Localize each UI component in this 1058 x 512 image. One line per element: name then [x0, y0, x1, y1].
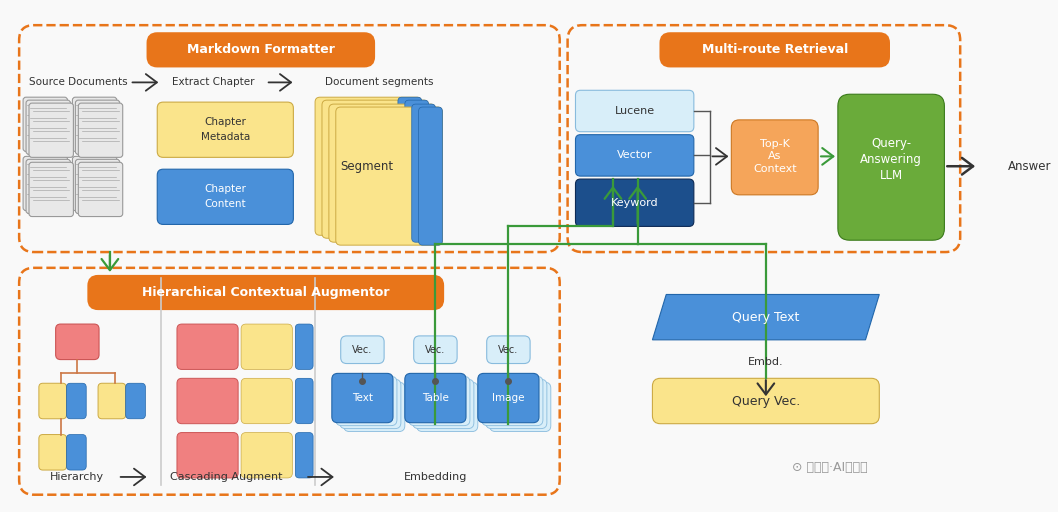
Text: Chapter: Chapter [204, 117, 247, 127]
FancyBboxPatch shape [75, 159, 120, 214]
Text: Hierarchy: Hierarchy [51, 472, 105, 482]
Text: Content: Content [204, 199, 247, 209]
Text: Answer: Answer [1007, 160, 1051, 173]
FancyBboxPatch shape [731, 120, 818, 195]
Text: Vec.: Vec. [352, 345, 372, 355]
FancyBboxPatch shape [72, 97, 116, 152]
FancyBboxPatch shape [335, 107, 442, 245]
FancyBboxPatch shape [88, 276, 443, 309]
FancyBboxPatch shape [322, 100, 428, 238]
FancyBboxPatch shape [75, 100, 120, 155]
FancyBboxPatch shape [158, 169, 293, 224]
FancyBboxPatch shape [486, 379, 547, 429]
Text: Multi-route Retrieval: Multi-route Retrieval [701, 44, 847, 56]
Text: Vector: Vector [617, 151, 653, 160]
FancyBboxPatch shape [98, 383, 126, 419]
FancyBboxPatch shape [39, 383, 67, 419]
Text: ⊙ 公众号·AI博物院: ⊙ 公众号·AI博物院 [792, 461, 868, 474]
Text: Document segments: Document segments [325, 77, 434, 88]
FancyBboxPatch shape [241, 324, 292, 370]
FancyBboxPatch shape [838, 94, 945, 240]
FancyBboxPatch shape [177, 378, 238, 424]
FancyBboxPatch shape [660, 33, 889, 67]
FancyBboxPatch shape [344, 382, 405, 432]
Polygon shape [653, 294, 879, 340]
FancyBboxPatch shape [653, 378, 879, 424]
FancyBboxPatch shape [158, 102, 293, 157]
FancyBboxPatch shape [72, 156, 116, 210]
Text: Embedding: Embedding [404, 472, 467, 482]
FancyBboxPatch shape [78, 162, 123, 217]
FancyBboxPatch shape [26, 159, 71, 214]
Text: Chapter: Chapter [204, 184, 247, 194]
FancyBboxPatch shape [332, 373, 393, 423]
Text: As: As [768, 152, 782, 161]
FancyBboxPatch shape [177, 433, 238, 478]
Text: Top-K: Top-K [760, 139, 789, 148]
FancyBboxPatch shape [295, 378, 313, 424]
FancyBboxPatch shape [335, 376, 397, 425]
FancyBboxPatch shape [413, 379, 474, 429]
FancyBboxPatch shape [23, 97, 68, 152]
Text: Extract Chapter: Extract Chapter [172, 77, 255, 88]
FancyBboxPatch shape [329, 104, 436, 242]
FancyBboxPatch shape [29, 162, 73, 217]
FancyBboxPatch shape [405, 100, 428, 238]
FancyBboxPatch shape [241, 378, 292, 424]
FancyBboxPatch shape [490, 382, 551, 432]
FancyBboxPatch shape [340, 379, 401, 429]
Text: Query-: Query- [871, 137, 911, 150]
FancyBboxPatch shape [576, 179, 694, 226]
FancyBboxPatch shape [56, 324, 99, 359]
FancyBboxPatch shape [39, 435, 67, 470]
FancyBboxPatch shape [414, 336, 457, 364]
FancyBboxPatch shape [341, 336, 384, 364]
Text: Text: Text [352, 393, 372, 403]
Text: Embd.: Embd. [748, 356, 784, 367]
FancyBboxPatch shape [23, 156, 68, 210]
FancyBboxPatch shape [147, 33, 375, 67]
FancyBboxPatch shape [295, 324, 313, 370]
Text: Lucene: Lucene [615, 106, 655, 116]
FancyBboxPatch shape [295, 433, 313, 478]
FancyBboxPatch shape [398, 97, 421, 236]
Text: Markdown Formatter: Markdown Formatter [187, 44, 334, 56]
Text: Metadata: Metadata [201, 132, 250, 142]
FancyBboxPatch shape [67, 383, 86, 419]
Text: Vec.: Vec. [425, 345, 445, 355]
FancyBboxPatch shape [177, 324, 238, 370]
Text: Vec.: Vec. [498, 345, 518, 355]
Text: Context: Context [753, 164, 797, 174]
Text: Hierarchical Contextual Augmentor: Hierarchical Contextual Augmentor [142, 286, 389, 299]
FancyBboxPatch shape [241, 433, 292, 478]
Text: Query Vec.: Query Vec. [732, 395, 800, 408]
Text: Keyword: Keyword [610, 198, 658, 208]
FancyBboxPatch shape [412, 104, 436, 242]
FancyBboxPatch shape [405, 373, 466, 423]
Text: Answering: Answering [860, 153, 923, 166]
FancyBboxPatch shape [126, 383, 145, 419]
FancyBboxPatch shape [487, 336, 530, 364]
Text: Segment: Segment [340, 160, 393, 173]
FancyBboxPatch shape [576, 135, 694, 176]
Text: LLM: LLM [879, 168, 902, 182]
Text: Source Documents: Source Documents [29, 77, 128, 88]
FancyBboxPatch shape [29, 103, 73, 157]
FancyBboxPatch shape [478, 373, 539, 423]
Text: Query Text: Query Text [732, 311, 800, 324]
FancyBboxPatch shape [576, 90, 694, 132]
Text: Image: Image [492, 393, 525, 403]
FancyBboxPatch shape [78, 103, 123, 157]
Text: Table: Table [422, 393, 449, 403]
FancyBboxPatch shape [408, 376, 470, 425]
FancyBboxPatch shape [481, 376, 543, 425]
Text: Cascading Augment: Cascading Augment [170, 472, 282, 482]
FancyBboxPatch shape [67, 435, 86, 470]
FancyBboxPatch shape [26, 100, 71, 155]
FancyBboxPatch shape [417, 382, 478, 432]
FancyBboxPatch shape [419, 107, 442, 245]
FancyBboxPatch shape [315, 97, 421, 236]
